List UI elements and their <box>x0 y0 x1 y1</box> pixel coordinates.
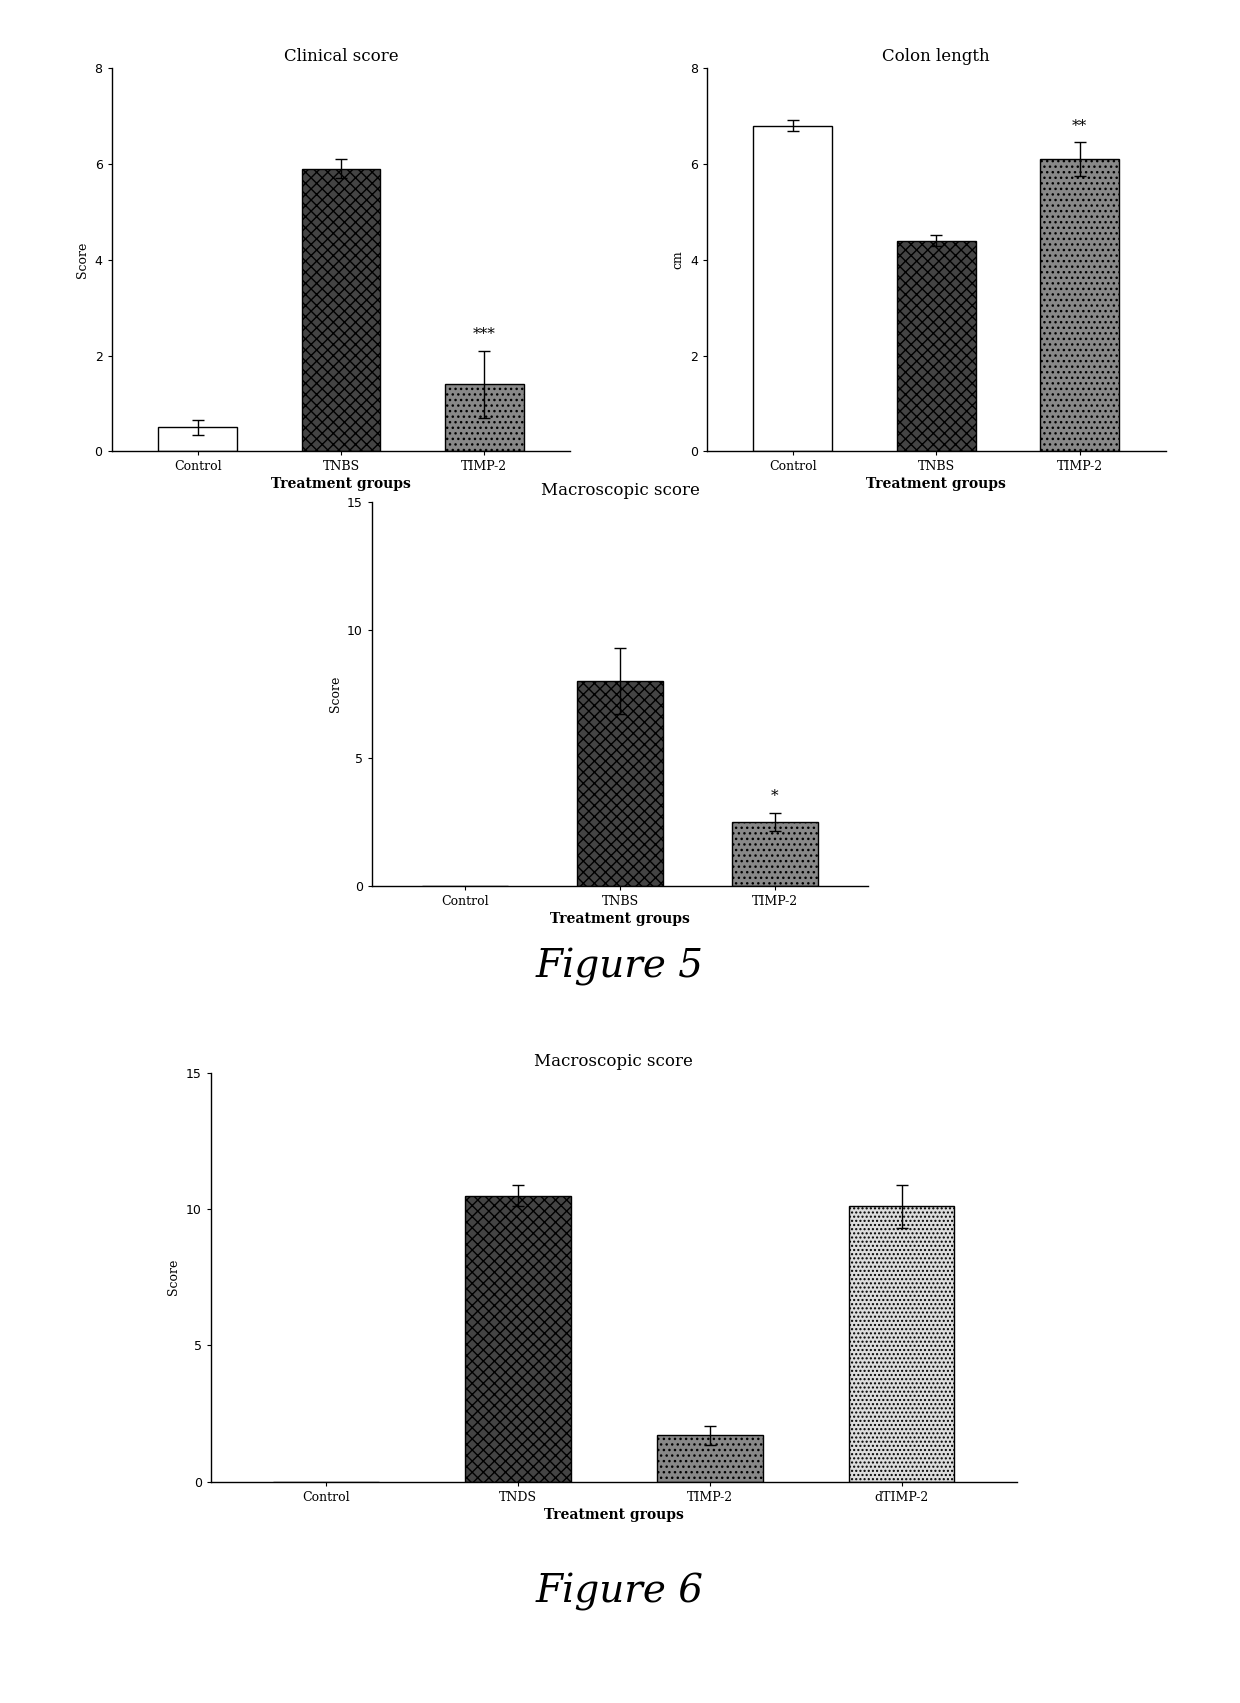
X-axis label: Treatment groups: Treatment groups <box>551 911 689 926</box>
Y-axis label: Score: Score <box>167 1259 180 1296</box>
Bar <box>657 1436 763 1482</box>
Bar <box>465 1196 570 1482</box>
Text: ***: *** <box>472 327 496 341</box>
X-axis label: Treatment groups: Treatment groups <box>867 477 1006 492</box>
Text: **: ** <box>1071 119 1087 133</box>
Text: Figure 5: Figure 5 <box>536 949 704 986</box>
Title: Macroscopic score: Macroscopic score <box>541 482 699 499</box>
Text: *: * <box>771 788 779 804</box>
X-axis label: Treatment groups: Treatment groups <box>544 1507 683 1522</box>
X-axis label: Treatment groups: Treatment groups <box>272 477 410 492</box>
Y-axis label: Score: Score <box>76 242 89 278</box>
Bar <box>897 240 976 451</box>
Title: Macroscopic score: Macroscopic score <box>534 1052 693 1069</box>
Text: Figure 6: Figure 6 <box>536 1574 704 1611</box>
Bar <box>578 681 662 886</box>
Bar <box>754 126 832 451</box>
Bar <box>445 385 523 451</box>
Title: Clinical score: Clinical score <box>284 48 398 65</box>
Bar <box>301 169 381 451</box>
Y-axis label: Score: Score <box>329 676 341 712</box>
Bar <box>1040 158 1118 451</box>
Bar <box>733 823 817 886</box>
Y-axis label: cm: cm <box>671 250 684 269</box>
Bar <box>849 1206 955 1482</box>
Bar <box>159 427 237 451</box>
Title: Colon length: Colon length <box>883 48 990 65</box>
